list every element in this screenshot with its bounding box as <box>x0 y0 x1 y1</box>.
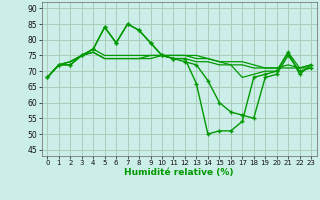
X-axis label: Humidité relative (%): Humidité relative (%) <box>124 168 234 177</box>
